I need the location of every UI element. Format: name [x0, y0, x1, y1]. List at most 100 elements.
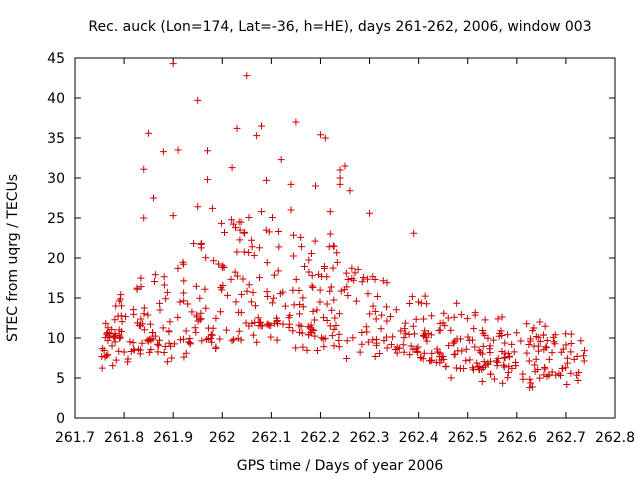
data-point — [534, 366, 542, 374]
data-point — [111, 316, 119, 324]
data-point — [428, 349, 436, 357]
data-point — [180, 353, 188, 361]
data-point — [253, 338, 261, 346]
x-tick-label: 261.7 — [55, 430, 95, 446]
data-point — [352, 297, 360, 305]
data-point — [504, 369, 512, 377]
data-point — [512, 358, 520, 366]
data-point — [208, 204, 216, 212]
data-point — [303, 346, 311, 354]
data-point — [358, 278, 366, 286]
data-point — [301, 262, 309, 270]
data-point — [204, 176, 212, 184]
data-point — [154, 340, 162, 348]
data-point — [337, 287, 345, 295]
data-point — [330, 296, 338, 304]
data-point — [163, 288, 171, 296]
data-point — [258, 122, 266, 130]
data-point — [276, 290, 284, 298]
axis-tick-labels: 261.7 261.8 261.9 262 262.1 262.2 262.3 262.4 26… — [47, 51, 635, 446]
data-point — [249, 331, 257, 339]
data-point — [268, 214, 276, 222]
data-point — [236, 236, 244, 244]
data-point — [366, 209, 374, 217]
data-point — [581, 347, 589, 355]
data-point — [255, 244, 263, 252]
data-point — [402, 329, 410, 337]
data-point — [501, 339, 509, 347]
data-point — [174, 264, 182, 272]
data-point — [348, 264, 356, 272]
data-point — [165, 327, 173, 335]
data-point — [115, 326, 123, 334]
data-point — [196, 316, 204, 324]
x-tick-label: 261.8 — [104, 430, 144, 446]
data-point — [525, 357, 533, 365]
data-point — [523, 320, 531, 328]
data-point — [359, 273, 367, 281]
data-point — [372, 341, 380, 349]
data-point — [532, 355, 540, 363]
data-point — [363, 328, 371, 336]
data-point — [319, 335, 327, 343]
data-point — [98, 353, 106, 361]
y-tick-label: 35 — [47, 131, 65, 147]
data-point — [176, 298, 184, 306]
plot-frame — [74, 57, 616, 419]
data-point — [253, 132, 261, 140]
data-point — [475, 365, 483, 373]
data-point — [267, 333, 275, 341]
data-point — [328, 306, 336, 314]
data-point — [215, 260, 223, 268]
data-point — [369, 336, 377, 344]
data-point — [202, 304, 210, 312]
data-point — [523, 349, 531, 357]
data-point — [224, 291, 232, 299]
data-point — [475, 346, 483, 354]
data-point — [346, 187, 354, 195]
data-point — [155, 336, 163, 344]
data-point — [500, 363, 508, 371]
data-point — [570, 355, 578, 363]
data-point — [228, 164, 236, 172]
data-point — [469, 364, 477, 372]
data-point — [160, 273, 168, 281]
data-point — [307, 321, 315, 329]
data-point — [275, 243, 283, 251]
data-point — [310, 326, 318, 334]
data-point — [307, 249, 315, 257]
data-point — [559, 365, 567, 373]
x-tick-label: 262.2 — [300, 430, 340, 446]
data-point — [144, 337, 152, 345]
data-point — [287, 180, 295, 188]
data-point — [479, 329, 487, 337]
data-point — [500, 353, 508, 361]
data-point — [137, 283, 145, 291]
data-point — [146, 320, 154, 328]
data-point — [433, 345, 441, 353]
data-point — [192, 282, 200, 290]
data-point — [309, 307, 317, 315]
data-point — [252, 302, 260, 310]
y-tick-label: 20 — [47, 251, 65, 267]
data-point — [227, 275, 235, 283]
data-point — [258, 322, 266, 330]
data-point — [203, 336, 211, 344]
data-point — [330, 242, 338, 250]
data-point — [147, 346, 155, 354]
data-point — [453, 299, 461, 307]
data-point — [466, 356, 474, 364]
data-point — [389, 333, 397, 341]
data-point — [222, 326, 230, 334]
data-point — [344, 276, 352, 284]
data-point — [486, 342, 494, 350]
data-point — [281, 302, 289, 310]
data-point — [192, 328, 200, 336]
data-point — [333, 249, 341, 257]
data-point — [329, 264, 337, 272]
data-point — [108, 342, 116, 350]
data-point — [165, 339, 173, 347]
data-point — [198, 337, 206, 345]
data-point — [160, 281, 168, 289]
data-point — [378, 311, 386, 319]
